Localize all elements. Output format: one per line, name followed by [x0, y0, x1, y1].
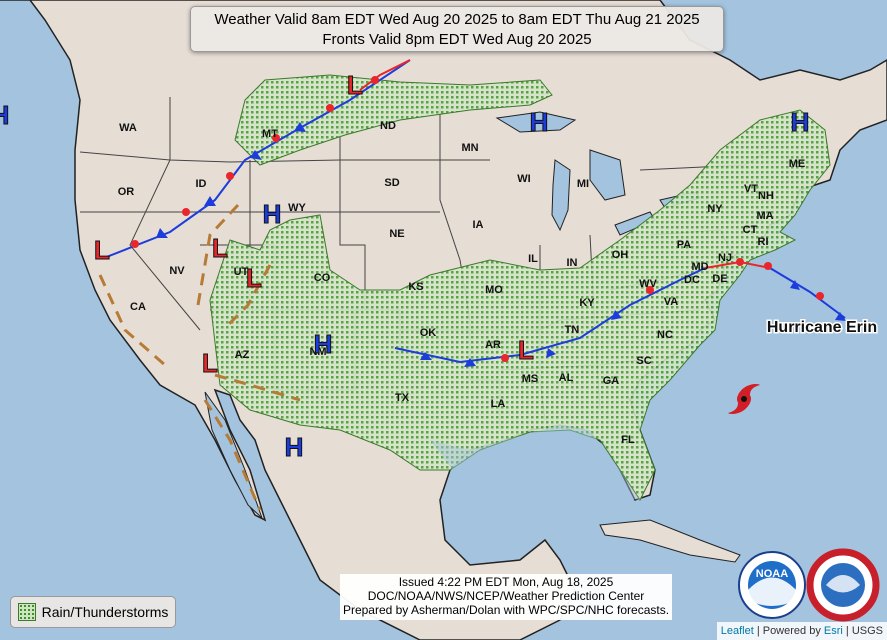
state-label: IN: [567, 257, 578, 269]
legend-swatch: [17, 603, 36, 621]
pressure-center: H: [263, 199, 282, 229]
state-label: SC: [636, 355, 651, 367]
attribution: Leaflet | Powered by Esri | USGS: [716, 622, 887, 640]
state-label: OR: [118, 186, 135, 198]
state-label: KY: [579, 297, 595, 309]
state-label: WI: [517, 173, 530, 185]
state-label: MO: [485, 284, 503, 296]
rain-area: [209, 74, 831, 501]
attribution-text: | USGS: [845, 625, 883, 637]
state-label: PA: [677, 239, 692, 251]
esri-link[interactable]: Esri: [823, 625, 843, 637]
title-line: Weather Valid 8am EDT Wed Aug 20 2025 to…: [214, 11, 700, 28]
front-symbols: [131, 76, 846, 367]
title-line: Fronts Valid 8pm EDT Wed Aug 20 2025: [322, 31, 592, 48]
state-label: NH: [758, 190, 774, 202]
pressure-center: L: [212, 233, 228, 263]
pressure-center: L: [347, 70, 363, 100]
state-label: MI: [577, 178, 589, 190]
issued-line: Prepared by Asherman/Dolan with WPC/SPC/…: [342, 603, 670, 617]
state-label: MA: [756, 210, 773, 222]
legend: Rain/Thunderstorms: [10, 596, 176, 628]
state-label: GA: [603, 375, 620, 387]
pressure-center: H: [314, 329, 333, 359]
state-label: WY: [288, 202, 306, 214]
pressure-center: H: [0, 100, 9, 130]
state-label: IL: [528, 253, 538, 265]
storm-label: Hurricane Erin: [767, 319, 877, 336]
legend-label: Rain/Thunderstorms: [41, 604, 169, 620]
state-label: DC: [684, 274, 700, 286]
state-label: TX: [395, 392, 410, 404]
state-label: ME: [789, 158, 806, 170]
trough: [98, 203, 301, 511]
pressure-center: L: [202, 348, 218, 378]
state-label: LA: [491, 398, 506, 410]
noaa-logo: NOAA: [738, 551, 806, 619]
attribution-text: | Powered by: [756, 625, 821, 637]
issued-box: Issued 4:22 PM EDT Mon, Aug 18, 2025 DOC…: [340, 574, 672, 620]
state-label: MT: [262, 128, 278, 140]
state-label: ID: [196, 178, 207, 190]
state-label: WV: [639, 278, 657, 290]
issued-line: Issued 4:22 PM EDT Mon, Aug 18, 2025: [398, 575, 614, 589]
state-label: VT: [744, 183, 758, 195]
state-label: AR: [485, 339, 501, 351]
state-label: OK: [420, 327, 437, 339]
state-label: TN: [565, 324, 580, 336]
state-label: MS: [522, 373, 539, 385]
pressure-center: H: [285, 432, 304, 462]
title-box: Weather Valid 8am EDT Wed Aug 20 2025 to…: [190, 6, 724, 52]
state-label: DE: [712, 273, 727, 285]
pressure-center: L: [246, 263, 262, 293]
state-label: MD: [691, 261, 708, 273]
cold-front: [103, 59, 846, 364]
state-label: ND: [380, 120, 396, 132]
pressure-center: H: [530, 107, 549, 137]
pressure-center: L: [518, 335, 534, 365]
state-label: NY: [707, 203, 723, 215]
state-label: AL: [559, 372, 574, 384]
nws-logo: [806, 548, 880, 622]
water: [430, 425, 640, 500]
hurricane-symbol: [728, 384, 760, 414]
state-label: IA: [473, 219, 484, 231]
state-label: CT: [743, 224, 758, 236]
state-label: OH: [612, 249, 629, 261]
pressure-center: L: [94, 235, 110, 265]
state-label: RI: [758, 236, 769, 248]
state-label: NE: [389, 228, 404, 240]
state-label: MN: [461, 142, 478, 154]
island: [599, 519, 741, 563]
state-label: KS: [408, 281, 423, 293]
state-label: FL: [621, 434, 635, 446]
state-label: NC: [657, 329, 673, 341]
leaflet-link[interactable]: Leaflet: [720, 625, 754, 637]
state-label: CO: [314, 272, 331, 284]
state-label: NJ: [718, 252, 732, 264]
state-label: UT: [234, 266, 249, 278]
great-lakes: [495, 111, 701, 236]
state-label: WA: [119, 122, 137, 134]
issued-line: DOC/NOAA/NWS/NCEP/Weather Prediction Cen…: [367, 589, 645, 603]
state-label: NM: [309, 346, 326, 358]
state-label: SD: [384, 177, 399, 189]
pressure-center: H: [791, 107, 810, 137]
state-label: AZ: [235, 349, 250, 361]
logo-text: NOAA: [756, 568, 788, 580]
state-label: NV: [169, 265, 185, 277]
state-label: CA: [130, 301, 146, 313]
state-label: VA: [664, 296, 679, 308]
